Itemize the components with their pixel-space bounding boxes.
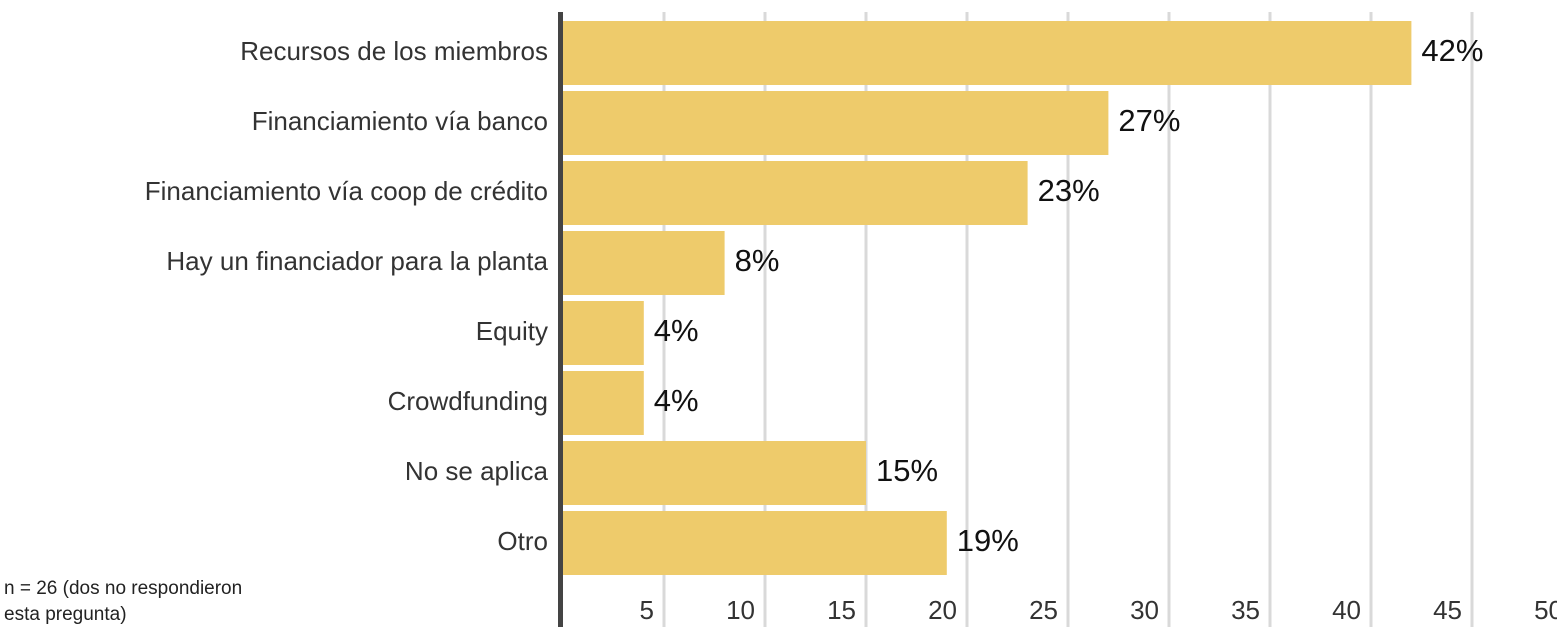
value-label: 27% bbox=[1118, 103, 1180, 138]
x-tick-label: 45 bbox=[1433, 595, 1462, 625]
bar bbox=[563, 21, 1412, 85]
x-tick-label: 40 bbox=[1332, 595, 1361, 625]
category-label: Financiamiento vía coop de crédito bbox=[145, 176, 548, 206]
bar bbox=[563, 511, 947, 575]
value-label: 8% bbox=[735, 243, 780, 278]
category-label: Otro bbox=[497, 526, 548, 556]
category-label: Equity bbox=[476, 316, 548, 346]
x-tick-label: 20 bbox=[928, 595, 957, 625]
bar bbox=[563, 161, 1028, 225]
category-label: Hay un financiador para la planta bbox=[166, 246, 548, 276]
value-label: 19% bbox=[957, 523, 1019, 558]
category-label: Recursos de los miembros bbox=[240, 36, 548, 66]
category-label: No se aplica bbox=[405, 456, 549, 486]
value-label: 23% bbox=[1038, 173, 1100, 208]
bar bbox=[563, 371, 644, 435]
bar bbox=[563, 91, 1109, 155]
x-tick-label: 30 bbox=[1130, 595, 1159, 625]
value-label: 15% bbox=[876, 453, 938, 488]
note: n = 26 (dos no respondieron bbox=[4, 578, 242, 599]
category-label: Financiamiento vía banco bbox=[252, 106, 548, 136]
x-tick-label: 15 bbox=[827, 595, 856, 625]
x-tick-label: 10 bbox=[726, 595, 755, 625]
x-tick-label: 5 bbox=[640, 595, 654, 625]
value-label: 4% bbox=[654, 313, 699, 348]
bar bbox=[563, 231, 725, 295]
value-label: 42% bbox=[1421, 33, 1483, 68]
note: esta pregunta) bbox=[4, 604, 127, 625]
category-label: Crowdfunding bbox=[388, 386, 548, 416]
x-tick-label: 25 bbox=[1029, 595, 1058, 625]
value-label: 4% bbox=[654, 383, 699, 418]
bar bbox=[563, 441, 866, 505]
x-tick-label: 50 bbox=[1534, 595, 1557, 625]
x-tick-label: 35 bbox=[1231, 595, 1260, 625]
bar bbox=[563, 301, 644, 365]
